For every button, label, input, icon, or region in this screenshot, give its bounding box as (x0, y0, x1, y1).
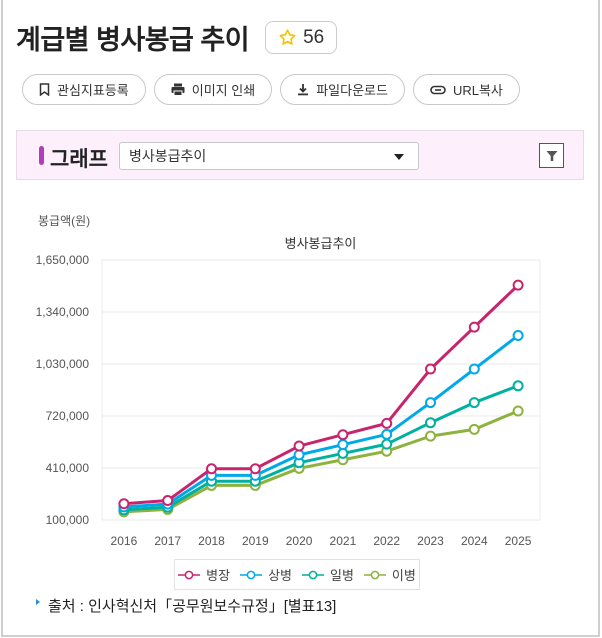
x-tick-label: 2024 (461, 534, 488, 548)
legend-item-일병[interactable]: 일병 (302, 565, 354, 584)
y-tick-label: 100,000 (46, 513, 90, 527)
x-tick-label: 2022 (373, 534, 400, 548)
graph-label: 그래프 (50, 148, 108, 171)
x-tick-label: 2017 (154, 534, 181, 548)
x-tick-label: 2020 (286, 534, 313, 548)
file-download-button[interactable]: 파일다운로드 (280, 74, 405, 105)
x-tick-label: 2021 (330, 534, 357, 548)
data-point[interactable] (512, 405, 524, 417)
title-row: 계급별 병사봉급 추이 56 (16, 18, 338, 57)
print-image-button[interactable]: 이미지 인쇄 (153, 74, 273, 105)
x-tick-label: 2025 (505, 534, 532, 548)
data-point[interactable] (206, 463, 217, 475)
line-chart: 1,650,000 1,340,000 1,030,000 720,000 410,00… (36, 253, 541, 548)
chevron-down-icon (394, 154, 404, 160)
legend-item-상병[interactable]: 상병 (240, 565, 292, 584)
data-point[interactable] (468, 397, 480, 409)
legend-marker-icon (302, 570, 324, 579)
y-axis-label: 봉급액(원) (38, 214, 91, 228)
series-line (123, 384, 519, 512)
data-point[interactable] (425, 363, 436, 375)
data-point[interactable] (162, 495, 174, 507)
y-tick-label: 1,030,000 (36, 357, 90, 371)
bullet-icon (36, 598, 40, 605)
file-download-label: 파일다운로드 (316, 83, 388, 98)
printer-icon (171, 83, 185, 96)
action-toolbar: 관심지표등록 이미지 인쇄 파일다운로드 URL복사 (22, 74, 520, 105)
data-point[interactable] (337, 439, 349, 451)
data-point[interactable] (468, 321, 480, 333)
favorite-count: 56 (303, 26, 325, 48)
data-point[interactable] (425, 417, 436, 429)
legend-marker-icon (363, 570, 386, 579)
x-tick-label: 2018 (198, 534, 225, 548)
data-point[interactable] (512, 329, 524, 341)
legend-label: 일병 (330, 568, 354, 583)
data-point[interactable] (468, 423, 480, 435)
series-상병 (118, 329, 524, 513)
series-line (123, 284, 520, 506)
x-tick-label: 2016 (111, 534, 138, 548)
data-point[interactable] (293, 449, 305, 461)
link-icon (430, 85, 446, 94)
star-icon (279, 29, 296, 45)
legend-label: 상병 (268, 568, 292, 583)
x-tick-label: 2019 (242, 534, 269, 548)
legend-item-이병[interactable]: 이병 (363, 565, 416, 584)
data-point[interactable] (512, 380, 524, 392)
legend-label: 병장 (206, 568, 231, 583)
y-tick-label: 1,340,000 (36, 305, 90, 319)
favorite-button[interactable]: 56 (265, 21, 338, 54)
series-병장 (118, 279, 524, 510)
data-point[interactable] (293, 440, 305, 452)
data-point[interactable] (337, 447, 349, 459)
series-line (123, 334, 520, 509)
add-interest-button[interactable]: 관심지표등록 (22, 74, 146, 105)
data-point[interactable] (337, 429, 349, 441)
filter-icon (546, 150, 557, 161)
legend-item-병장[interactable]: 병장 (178, 565, 230, 584)
page-title: 계급별 병사봉급 추이 (16, 25, 250, 55)
data-point[interactable] (381, 428, 393, 440)
chart-type-select[interactable]: 병사봉급추이 (119, 142, 419, 170)
data-point[interactable] (381, 438, 393, 450)
print-image-label: 이미지 인쇄 (191, 83, 256, 98)
data-point[interactable] (425, 430, 436, 442)
source-text: 출처 : 인사혁신처「공무원보수규정」[별표13] (48, 598, 337, 615)
data-point[interactable] (249, 463, 261, 475)
x-tick-label: 2023 (417, 534, 444, 548)
legend-marker-icon (178, 570, 201, 579)
data-point[interactable] (118, 498, 130, 510)
y-tick-label: 410,000 (46, 461, 90, 475)
download-icon (298, 84, 309, 96)
copy-url-label: URL복사 (452, 83, 503, 98)
add-interest-label: 관심지표등록 (57, 83, 129, 98)
chart-legend: 병장 상병 일병 이병 (174, 559, 420, 590)
legend-marker-icon (240, 570, 263, 579)
data-point[interactable] (425, 397, 436, 409)
data-point[interactable] (381, 417, 393, 429)
series-line (123, 409, 519, 514)
filter-button[interactable] (539, 143, 564, 168)
bookmark-icon (39, 83, 50, 96)
chart-title: 병사봉급추이 (284, 236, 357, 251)
accent-marker (39, 146, 44, 165)
legend-label: 이병 (391, 568, 416, 583)
graph-toolbar: 그래프 병사봉급추이 (16, 130, 584, 180)
source-note: 출처 : 인사혁신처「공무원보수규정」[별표13] (36, 595, 336, 616)
data-point[interactable] (512, 279, 524, 291)
data-point[interactable] (468, 363, 480, 375)
y-tick-label: 720,000 (46, 409, 90, 423)
chart-type-selected: 병사봉급추이 (129, 148, 207, 164)
copy-url-button[interactable]: URL복사 (412, 74, 520, 105)
y-tick-label: 1,650,000 (36, 253, 90, 267)
